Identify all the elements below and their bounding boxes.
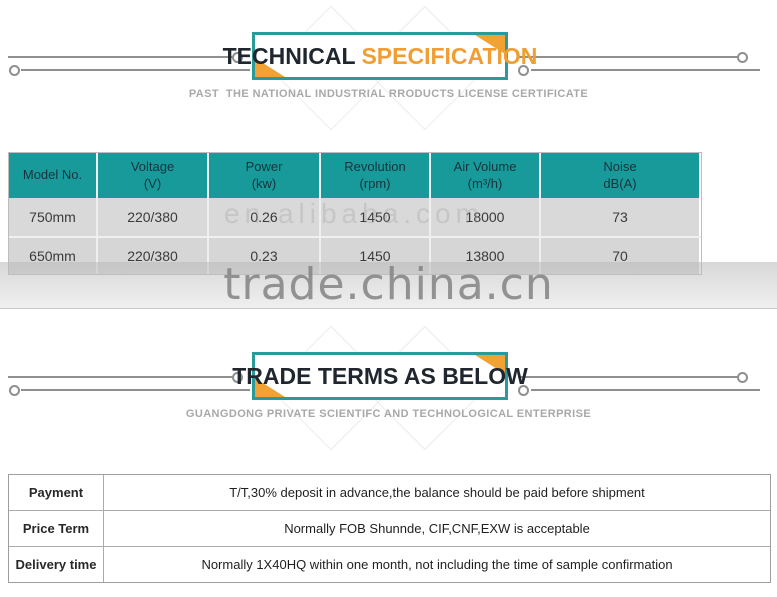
right-top-line <box>518 376 740 378</box>
line-end-dot-icon <box>9 385 20 396</box>
term-value: T/T,30% deposit in advance,the balance s… <box>229 485 645 500</box>
right-bottom-line <box>531 69 760 71</box>
cell-revolution: 1450 <box>321 198 431 236</box>
column-header-model: Model No. <box>9 153 98 198</box>
cell-power: 0.26 <box>209 198 321 236</box>
line-end-dot-icon <box>737 52 748 63</box>
corner-triangle-icon <box>475 35 505 54</box>
cell-voltage: 220/380 <box>98 198 209 236</box>
section-title-box: TRADE TERMS AS BELOW <box>232 352 528 400</box>
column-header-air-volume: Air Volume (m³/h) <box>431 153 541 198</box>
term-label: Payment <box>9 475 104 510</box>
corner-triangle-icon <box>255 378 285 397</box>
section-subtitle: PAST THE NATIONAL INDUSTRIAL RRODUCTS LI… <box>188 88 589 100</box>
column-header-noise: Noise dB(A) <box>541 153 699 198</box>
section-title-part1: TECHNICAL <box>222 42 356 69</box>
corner-triangle-icon <box>255 58 285 77</box>
trade-china-watermark: trade.china.cn <box>223 259 554 310</box>
section-title: TRADE TERMS AS BELOW <box>232 363 528 390</box>
trade-terms-banner: TRADE TERMS AS BELOW GUANGDONG PRIVATE S… <box>0 320 777 452</box>
left-bottom-line <box>21 389 250 391</box>
line-end-dot-icon <box>518 385 529 396</box>
column-header-power: Power (kw) <box>209 153 321 198</box>
right-bottom-line <box>531 389 760 391</box>
line-end-dot-icon <box>737 372 748 383</box>
section-title-part1: TRADE TERMS AS BELOW <box>232 362 528 389</box>
line-end-dot-icon <box>518 65 529 76</box>
left-top-line <box>8 376 234 378</box>
section-title: TECHNICAL SPECIFICATION <box>223 43 538 70</box>
cell-model: 750mm <box>9 198 98 236</box>
term-label: Delivery time <box>9 547 104 582</box>
table-row: Price Term Normally FOB Shunnde, CIF,CNF… <box>9 511 770 547</box>
table-row: Delivery time Normally 1X40HQ within one… <box>9 547 770 582</box>
column-header-revolution: Revolution (rpm) <box>321 153 431 198</box>
trade-terms-table: Payment T/T,30% deposit in advance,the b… <box>8 474 771 583</box>
column-header-voltage: Voltage (V) <box>98 153 209 198</box>
section-title-box: TECHNICAL SPECIFICATION <box>223 32 537 80</box>
section-title-part2: SPECIFICATION <box>361 42 538 69</box>
technical-specification-banner: TECHNICAL SPECIFICATION PAST THE NATIONA… <box>0 0 777 132</box>
spec-table-header-row: Model No. Voltage (V) Power (kw) Revolutio… <box>9 153 701 198</box>
corner-triangle-icon <box>475 355 505 374</box>
line-end-dot-icon <box>232 52 243 63</box>
section-subtitle: GUANGDONG PRIVATE SCIENTIFC AND TECHNOLO… <box>185 408 592 420</box>
line-end-dot-icon <box>232 372 243 383</box>
right-top-line <box>518 56 740 58</box>
left-bottom-line <box>21 69 250 71</box>
cell-noise: 73 <box>541 198 699 236</box>
watermark-band: trade.china.cn <box>0 262 777 309</box>
cell-air-volume: 18000 <box>431 198 541 236</box>
line-end-dot-icon <box>9 65 20 76</box>
table-row: Payment T/T,30% deposit in advance,the b… <box>9 475 770 511</box>
term-value: Normally FOB Shunnde, CIF,CNF,EXW is acc… <box>284 521 590 536</box>
term-value: Normally 1X40HQ within one month, not in… <box>201 557 673 572</box>
left-top-line <box>8 56 234 58</box>
table-row: 750mm 220/380 0.26 1450 18000 73 <box>9 198 701 236</box>
technical-spec-table: Model No. Voltage (V) Power (kw) Revolutio… <box>8 152 702 275</box>
term-label: Price Term <box>9 511 104 546</box>
